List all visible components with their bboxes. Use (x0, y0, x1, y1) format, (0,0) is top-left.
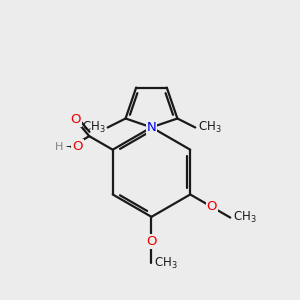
Text: O: O (72, 140, 83, 153)
Text: O: O (146, 236, 157, 248)
Text: N: N (147, 121, 156, 134)
Text: -: - (65, 140, 70, 153)
Text: CH$_3$: CH$_3$ (232, 210, 256, 225)
Text: O: O (70, 113, 81, 126)
Text: CH$_3$: CH$_3$ (154, 256, 178, 271)
Text: O: O (207, 200, 217, 214)
Text: H: H (55, 142, 64, 152)
Text: CH$_3$: CH$_3$ (82, 120, 105, 135)
Text: CH$_3$: CH$_3$ (198, 120, 221, 135)
